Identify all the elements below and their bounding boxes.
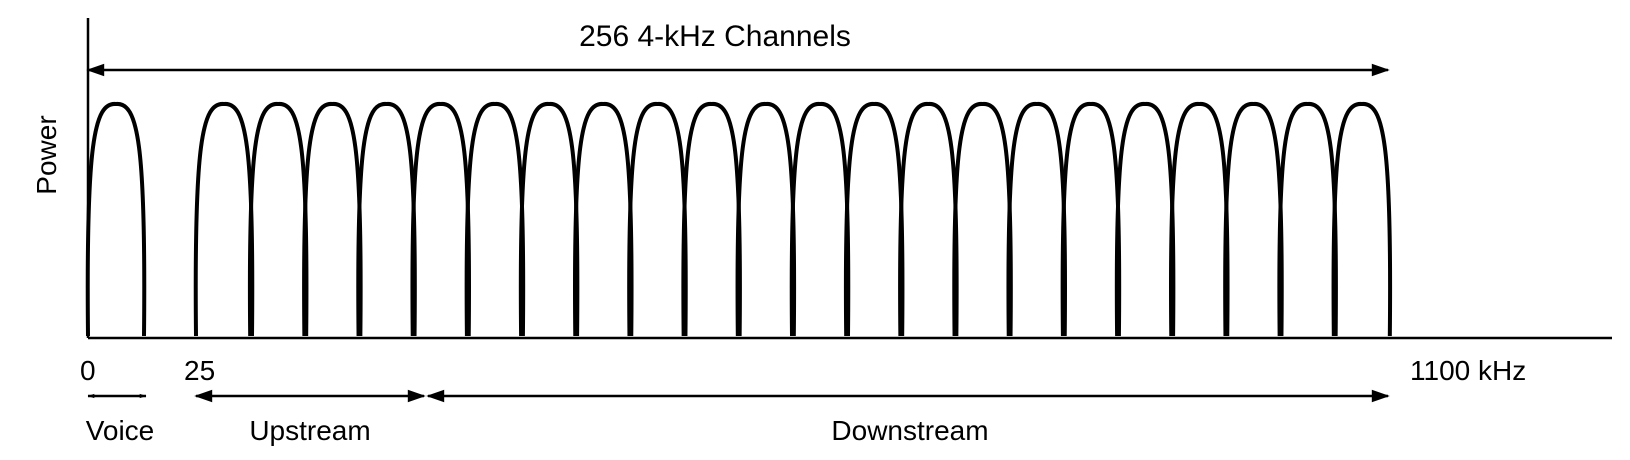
downstream-channel-lobe — [1277, 101, 1338, 337]
downstream-channel-lobe — [1331, 101, 1393, 337]
voice-band-label: Voice — [86, 415, 155, 446]
channel-lobes — [85, 101, 1393, 337]
downstream-channel-lobe — [627, 101, 688, 337]
downstream-channel-lobe — [572, 101, 634, 337]
upstream-channel-lobe — [247, 101, 309, 337]
downstream-channel-lobe — [1060, 101, 1122, 337]
downstream-channel-lobe — [789, 101, 851, 337]
upstream-band-label: Upstream — [249, 415, 370, 446]
voice-channel-lobe — [85, 101, 147, 337]
downstream-channel-lobe — [464, 101, 526, 337]
upstream-channel-lobe — [356, 101, 417, 337]
downstream-channel-lobe — [898, 101, 959, 337]
downstream-channel-lobe — [1006, 101, 1068, 337]
y-axis-label: Power — [31, 115, 62, 194]
upstream-channel-lobe — [193, 101, 255, 337]
x-tick-end: 1100 kHz — [1410, 355, 1526, 386]
downstream-channel-lobe — [1223, 101, 1284, 337]
downstream-channel-lobe — [518, 101, 580, 337]
x-tick-zero: 0 — [80, 355, 96, 386]
downstream-channel-lobe — [1168, 101, 1230, 337]
downstream-channel-lobe — [681, 101, 742, 337]
downstream-channel-lobe — [843, 101, 905, 337]
x-tick-start: 25 — [184, 355, 215, 386]
downstream-channel-lobe — [1114, 101, 1176, 337]
downstream-channel-lobe — [952, 101, 1013, 337]
downstream-channel-lobe — [735, 101, 797, 337]
downstream-band-label: Downstream — [831, 415, 988, 446]
diagram-title: 256 4-kHz Channels — [579, 20, 851, 53]
downstream-channel-lobe — [410, 101, 472, 337]
upstream-channel-lobe — [302, 101, 363, 337]
